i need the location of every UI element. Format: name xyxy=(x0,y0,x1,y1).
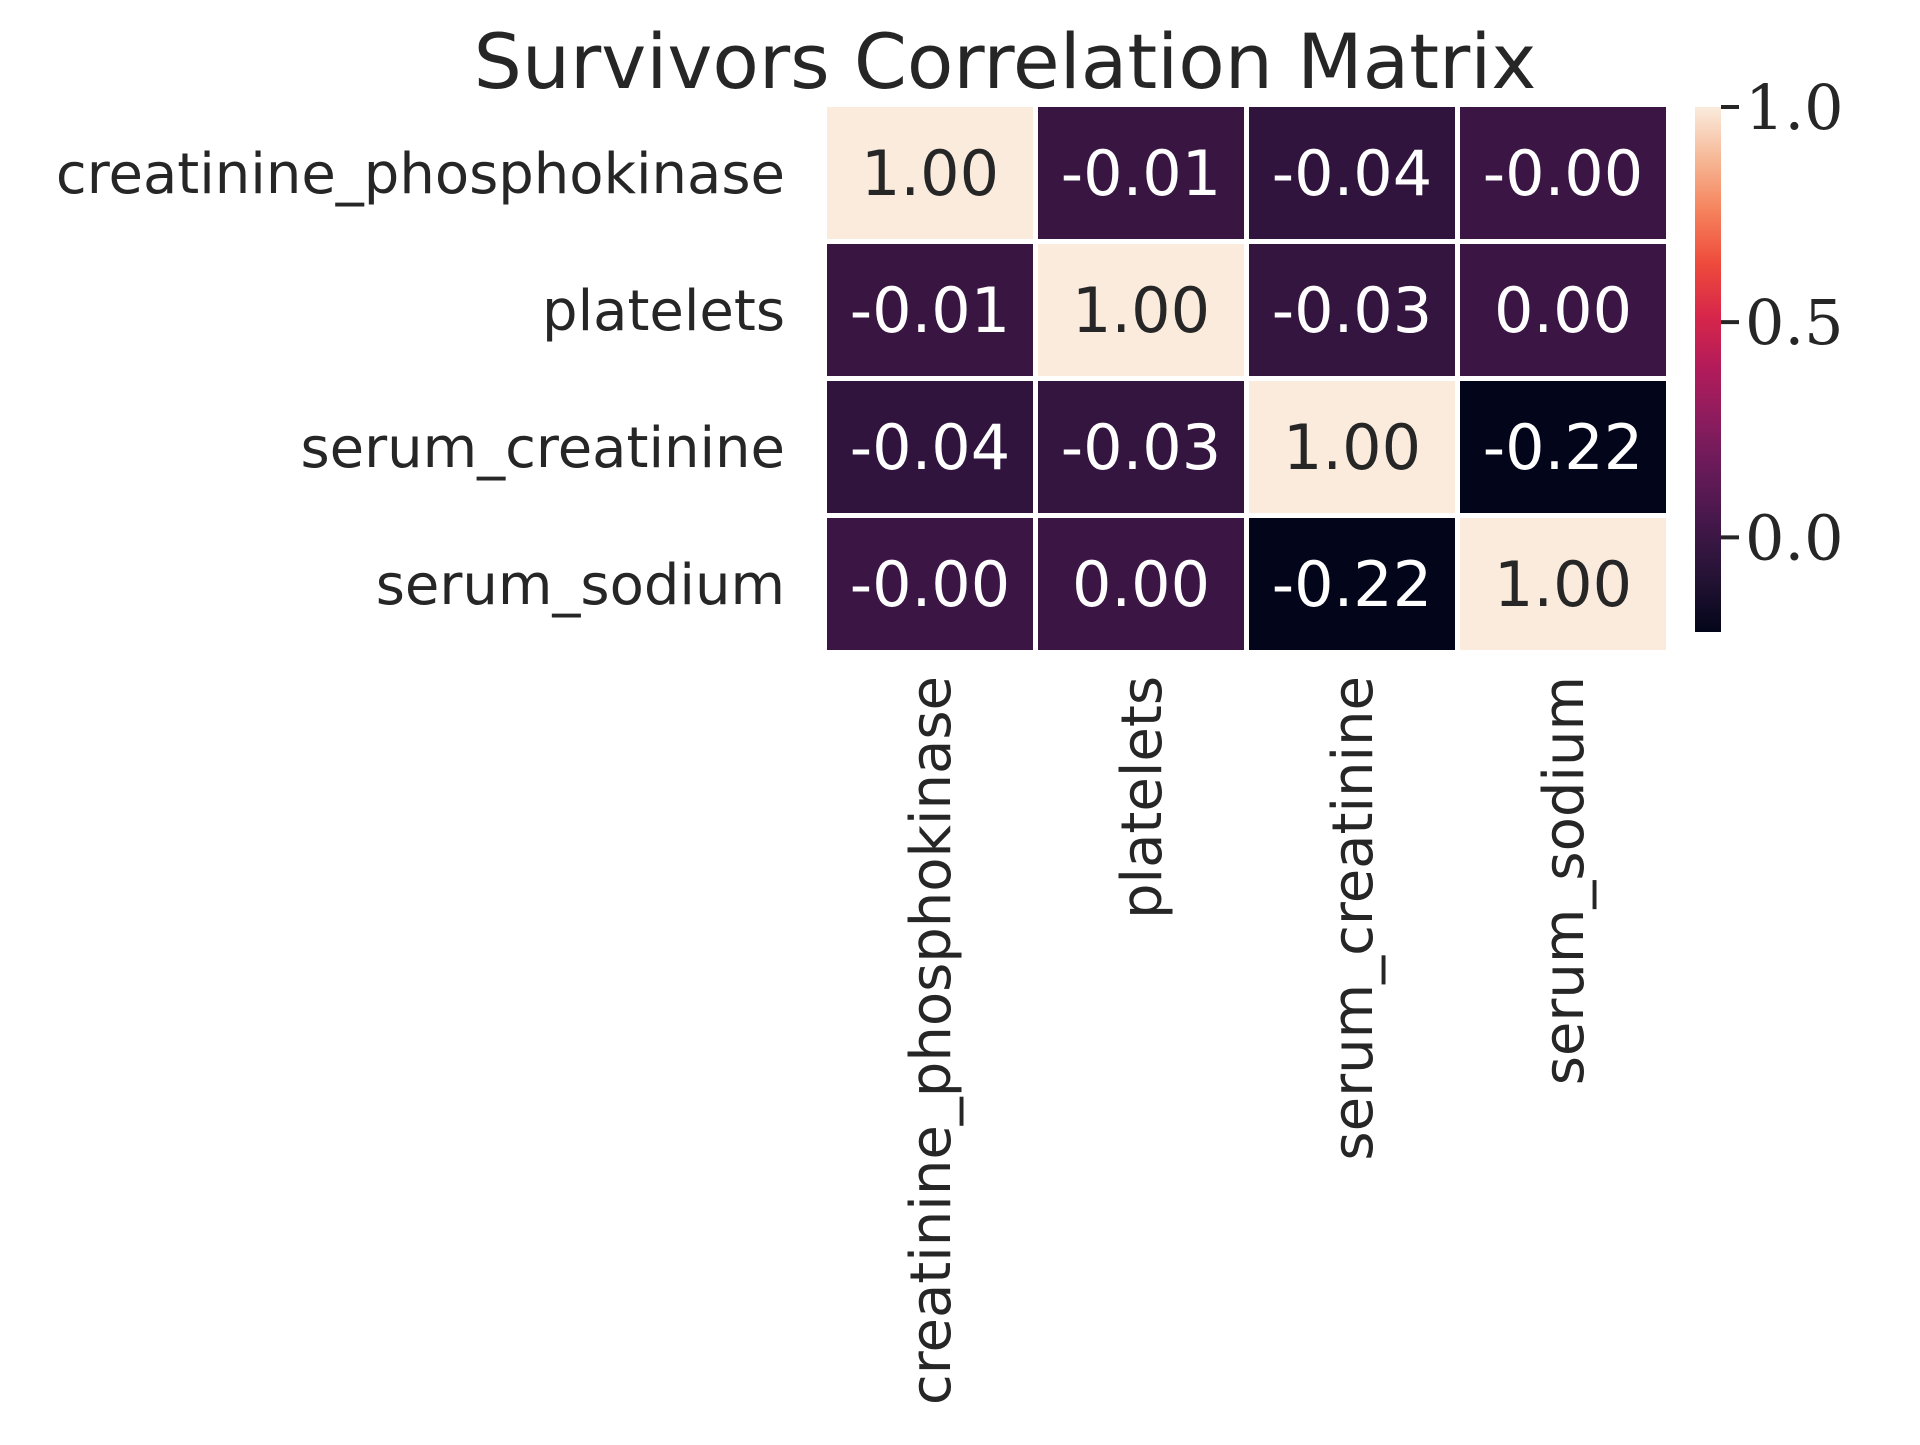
heatmap-cell-1-3 xyxy=(1460,244,1666,376)
colorbar-tick-label-2: 0.0 xyxy=(1745,501,1844,574)
heatmap-cell-0-3 xyxy=(1460,107,1666,239)
row-labels: creatinine_phosphokinase platelets serum_c… xyxy=(56,142,785,618)
heatmap-cell-3-2 xyxy=(1249,518,1455,650)
cell-value-label-3-1: 0.00 xyxy=(1072,548,1210,621)
column-labels: creatinine_phosphokinase platelets serum_c… xyxy=(899,676,1597,1405)
chart-title: Survivors Correlation Matrix xyxy=(474,17,1537,106)
heatmap-cell-0-2 xyxy=(1249,107,1455,239)
cell-value-label-1-0: -0.01 xyxy=(850,274,1010,347)
row-label-3: serum_sodium xyxy=(376,553,785,618)
column-label-1: platelets xyxy=(1110,676,1175,919)
colorbar-tick-label-1: 0.5 xyxy=(1745,286,1844,359)
cell-value-label-1-1: 1.00 xyxy=(1072,274,1210,347)
cell-value-label-1-2: -0.03 xyxy=(1272,274,1432,347)
cell-value-label-1-3: 0.00 xyxy=(1494,274,1632,347)
heatmap-cell-2-3 xyxy=(1460,381,1666,513)
cell-value-label-3-0: -0.00 xyxy=(850,548,1010,621)
heatmap-cell-1-2 xyxy=(1249,244,1455,376)
heatmap-cell-0-0 xyxy=(827,107,1033,239)
heatmap-cell-3-1 xyxy=(1038,518,1244,650)
heatmap-cell-2-1 xyxy=(1038,381,1244,513)
heatmap-cells: 1.00 -0.01 -0.04 -0.00 -0.01 1.00 -0.03 0.00 -0.… xyxy=(827,107,1666,650)
heatmap-cell-2-0 xyxy=(827,381,1033,513)
cell-value-label-0-0: 1.00 xyxy=(861,137,999,210)
colorbar-gradient xyxy=(1695,107,1721,632)
cell-value-label-3-3: 1.00 xyxy=(1494,548,1632,621)
heatmap-cell-1-1 xyxy=(1038,244,1244,376)
heatmap-cell-3-3 xyxy=(1460,518,1666,650)
cell-value-label-0-3: -0.00 xyxy=(1483,137,1643,210)
colorbar-tick-label-0: 1.0 xyxy=(1745,71,1844,144)
cell-value-label-2-3: -0.22 xyxy=(1483,411,1643,484)
cell-value-label-2-2: 1.00 xyxy=(1283,411,1421,484)
cell-value-label-0-1: -0.01 xyxy=(1061,137,1221,210)
column-label-2: serum_creatinine xyxy=(1321,676,1386,1161)
heatmap-cell-2-2 xyxy=(1249,381,1455,513)
row-label-0: creatinine_phosphokinase xyxy=(56,142,785,207)
cell-value-label-2-1: -0.03 xyxy=(1061,411,1221,484)
row-label-1: platelets xyxy=(542,279,785,344)
cell-value-label-2-0: -0.04 xyxy=(850,411,1010,484)
colorbar: 1.0 0.5 0.0 xyxy=(1695,71,1844,632)
column-label-3: serum_sodium xyxy=(1532,676,1597,1085)
cell-value-label-0-2: -0.04 xyxy=(1272,137,1432,210)
cell-value-label-3-2: -0.22 xyxy=(1272,548,1432,621)
column-label-0: creatinine_phosphokinase xyxy=(899,676,964,1405)
heatmap-cell-1-0 xyxy=(827,244,1033,376)
heatmap-cell-3-0 xyxy=(827,518,1033,650)
row-label-2: serum_creatinine xyxy=(300,416,785,481)
heatmap-cell-0-1 xyxy=(1038,107,1244,239)
